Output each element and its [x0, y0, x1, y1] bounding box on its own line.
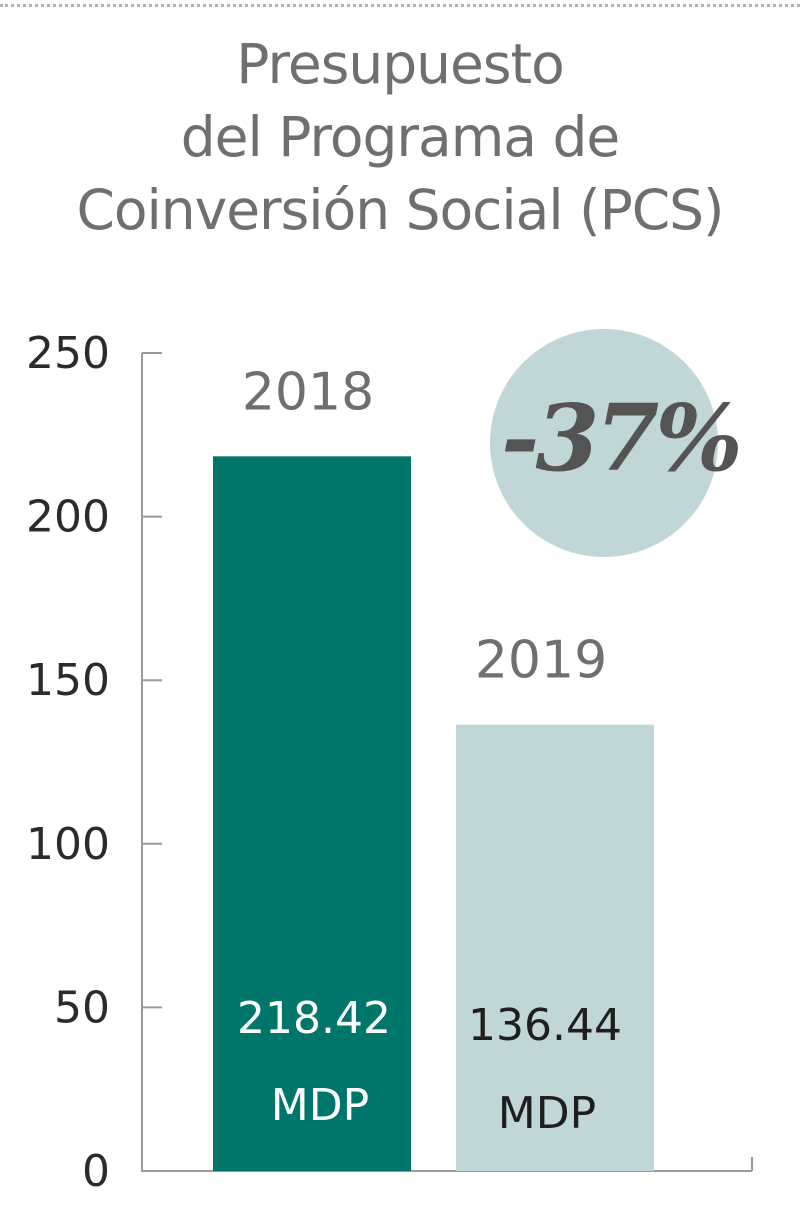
badge-percent-text: -37% — [501, 384, 739, 492]
title-line-2: del Programa de — [180, 105, 621, 169]
value-label-2019: 136.44 — [468, 1000, 622, 1051]
title-line-3: Coinversión Social (PCS) — [76, 178, 724, 242]
year-label-2019: 2019 — [475, 631, 607, 691]
bar-labels: 2018 218.42 MDP 2019 136.44 MDP — [237, 362, 622, 1139]
unit-label-2018: MDP — [271, 1080, 369, 1131]
bars — [213, 456, 654, 1171]
y-tick-label: 50 — [54, 982, 110, 1033]
chart-title: Presupuesto del Programa de Coinversión … — [0, 28, 800, 247]
title-line-1: Presupuesto — [236, 32, 564, 96]
y-tick-label: 200 — [26, 492, 110, 543]
top-dotted-rule — [0, 4, 800, 7]
value-label-2018: 218.42 — [237, 993, 391, 1044]
badge-circle — [490, 329, 718, 557]
year-label-2018: 2018 — [242, 362, 374, 422]
y-tick-label: 0 — [82, 1146, 110, 1197]
y-tick-label: 250 — [26, 328, 110, 379]
y-tick-label: 100 — [26, 819, 110, 870]
y-tick-label: 150 — [26, 655, 110, 706]
bar-2019 — [456, 724, 654, 1171]
bar-2018 — [213, 456, 411, 1171]
change-badge: -37% — [490, 329, 743, 557]
unit-label-2019: MDP — [498, 1088, 596, 1139]
